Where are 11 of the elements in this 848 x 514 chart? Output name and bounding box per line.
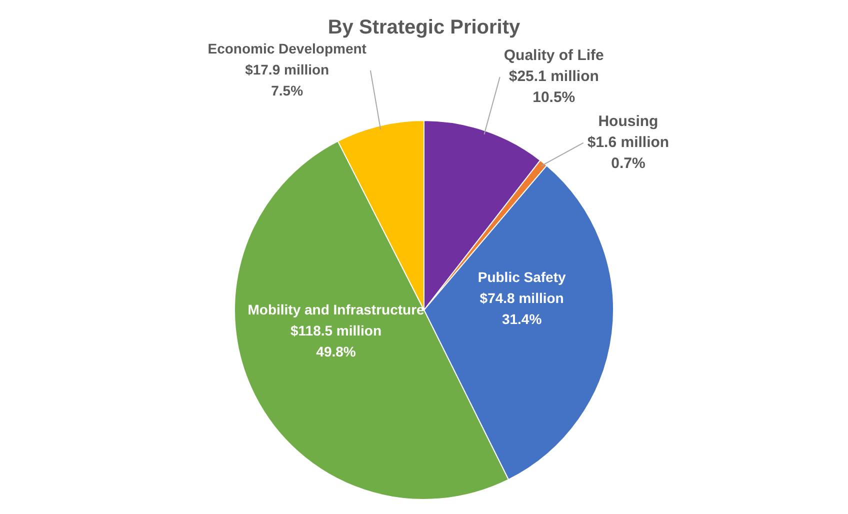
slice-label: Quality of Life: [504, 47, 604, 64]
data-label: $74.8 million 31.4%: [480, 290, 564, 328]
data-label: $17.9 million 7.5%: [245, 61, 330, 98]
slice-label: Housing: [598, 112, 658, 130]
slice-label: Economic Development: [208, 40, 367, 56]
slice-label: Public Safety: [478, 269, 566, 286]
slice-label: Mobility and Infrastructure: [248, 301, 425, 318]
data-label: $1.6 million 0.7%: [587, 134, 670, 172]
data-label: $25.1 million 10.5%: [508, 68, 599, 106]
data-label: $118.5 million 49.8%: [290, 322, 382, 360]
chart-title: By Strategic Priority: [328, 16, 522, 39]
